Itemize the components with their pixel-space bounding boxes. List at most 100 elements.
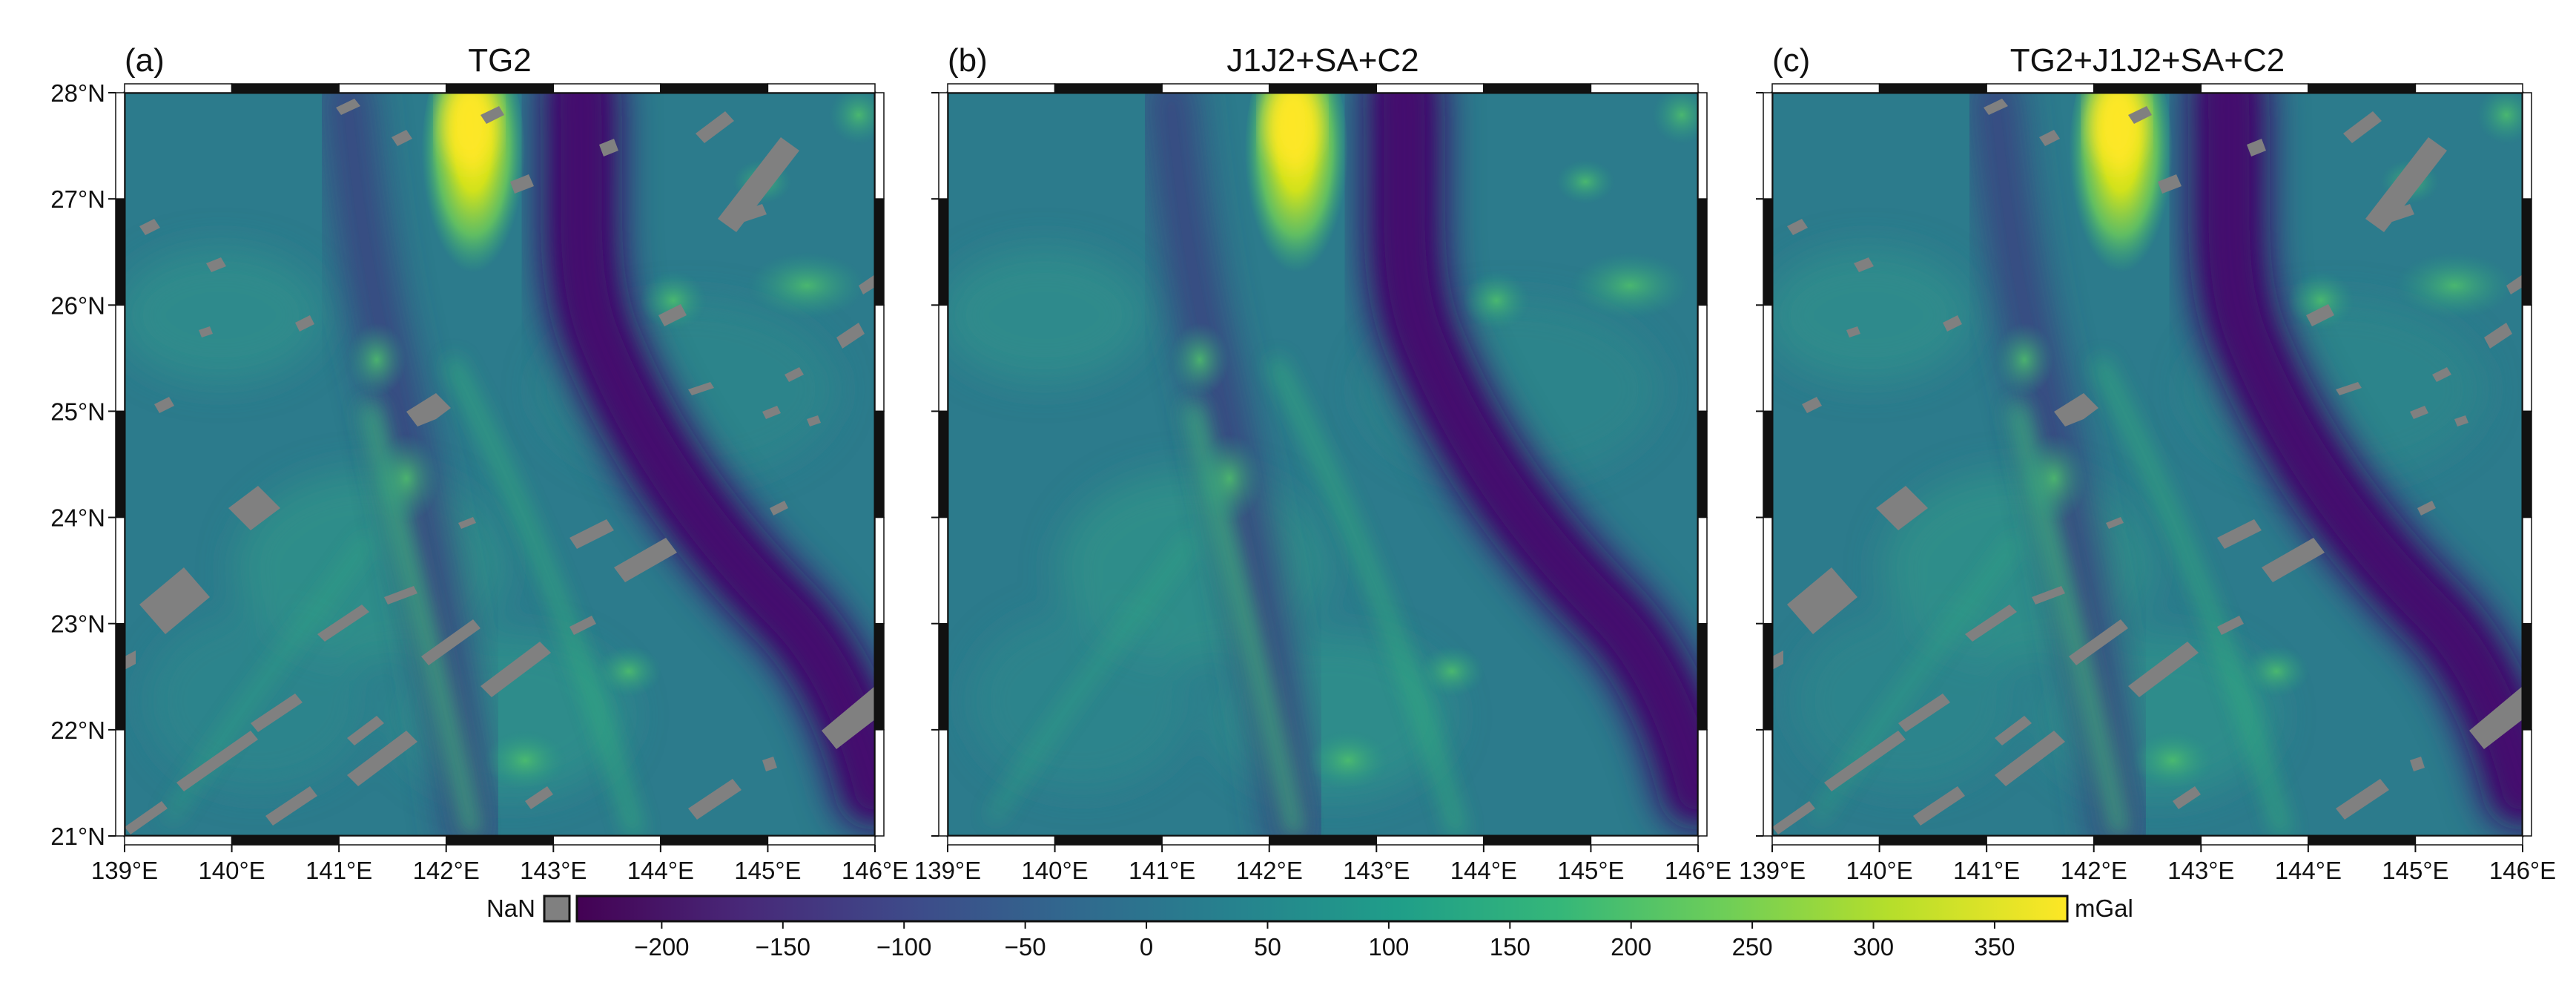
frame-segment bbox=[1697, 622, 1708, 731]
colorbar-tick-label: 50 bbox=[1254, 933, 1281, 961]
lon-tick-label: 140°E bbox=[1021, 857, 1088, 884]
colorbar-tick-label: 0 bbox=[1140, 933, 1153, 961]
frame-segment bbox=[115, 198, 125, 306]
lat-tick-label: 23°N bbox=[50, 610, 105, 638]
frame-segment bbox=[1697, 729, 1708, 837]
lon-tick-label: 142°E bbox=[2061, 857, 2127, 884]
frame-segment bbox=[124, 83, 233, 93]
lat-tick-label: 24°N bbox=[50, 504, 105, 532]
frame-segment bbox=[2522, 92, 2532, 200]
frame-segment bbox=[1697, 516, 1708, 625]
frame-segment bbox=[115, 410, 125, 518]
frame-segment bbox=[2522, 729, 2532, 837]
frame-segment bbox=[1054, 835, 1163, 846]
frame-segment bbox=[2522, 622, 2532, 731]
colorbar-tick-label: 200 bbox=[1611, 933, 1651, 961]
frame-segment bbox=[1986, 83, 2095, 93]
lon-tick-label: 142°E bbox=[1236, 857, 1303, 884]
lon-tick-label: 145°E bbox=[2382, 857, 2448, 884]
lon-tick-label: 143°E bbox=[1343, 857, 1410, 884]
frame-segment bbox=[1763, 304, 1773, 412]
nan-swatch bbox=[543, 895, 571, 923]
frame-segment bbox=[1763, 729, 1773, 837]
lon-tick-label: 140°E bbox=[1846, 857, 1912, 884]
colorbar-tick-label: 100 bbox=[1368, 933, 1409, 961]
frame-segment bbox=[115, 622, 125, 731]
frame-segment bbox=[938, 92, 948, 200]
lat-tick-label: 25°N bbox=[50, 398, 105, 425]
frame-segment bbox=[1771, 835, 1880, 846]
lon-tick-label: 141°E bbox=[1953, 857, 2020, 884]
colorbar-tick-label: 250 bbox=[1732, 933, 1773, 961]
frame-segment bbox=[2414, 83, 2523, 93]
lon-tick-label: 144°E bbox=[627, 857, 694, 884]
frame-segment bbox=[874, 92, 885, 200]
frame-segment bbox=[1763, 410, 1773, 518]
frame-segment bbox=[1054, 83, 1163, 93]
frame-segment bbox=[874, 198, 885, 306]
panel-label-c: (c) bbox=[1772, 42, 1810, 79]
lon-tick-label: 139°E bbox=[914, 857, 981, 884]
frame-segment bbox=[1763, 92, 1773, 200]
lon-tick-label: 142°E bbox=[413, 857, 480, 884]
frame-segment bbox=[552, 835, 661, 846]
frame-segment bbox=[1161, 83, 1270, 93]
frame-segment bbox=[338, 835, 447, 846]
frame-segment bbox=[2522, 410, 2532, 518]
lon-tick-label: 146°E bbox=[1665, 857, 1731, 884]
frame-segment bbox=[874, 729, 885, 837]
frame-segment bbox=[1763, 516, 1773, 625]
frame-segment bbox=[2200, 835, 2309, 846]
colorbar: NaN mGal −200 −150 −100 −50 0 50 100 150 200 250 3… bbox=[486, 895, 2133, 961]
frame-segment bbox=[1878, 835, 1987, 846]
lon-tick-label: 145°E bbox=[1557, 857, 1624, 884]
nan-label: NaN bbox=[486, 895, 535, 922]
colorbar-tick-label: 350 bbox=[1974, 933, 2015, 961]
lon-tick-label: 141°E bbox=[1129, 857, 1195, 884]
frame-segment bbox=[1268, 83, 1378, 93]
frame-segment bbox=[445, 835, 555, 846]
lat-tick-label: 21°N bbox=[50, 823, 105, 850]
frame-segment bbox=[1590, 83, 1699, 93]
panel-title-c: TG2+J1J2+SA+C2 bbox=[2010, 42, 2285, 79]
frame-segment bbox=[115, 304, 125, 412]
frame-segment bbox=[1697, 198, 1708, 306]
frame-segment bbox=[1763, 198, 1773, 306]
panel-title-a: TG2 bbox=[468, 42, 532, 79]
frame-segment bbox=[938, 516, 948, 625]
frame-segment bbox=[1268, 835, 1378, 846]
frame-segment bbox=[1771, 83, 1880, 93]
frame-segment bbox=[1697, 92, 1708, 200]
panel-label-b: (b) bbox=[948, 42, 988, 79]
lat-tick-label: 26°N bbox=[50, 292, 105, 319]
lon-tick-label: 140°E bbox=[198, 857, 265, 884]
frame-segment bbox=[2522, 304, 2532, 412]
lon-tick-label: 144°E bbox=[2275, 857, 2342, 884]
frame-segment bbox=[1697, 410, 1708, 518]
colorbar-tick-label: 300 bbox=[1853, 933, 1894, 961]
frame-segment bbox=[938, 622, 948, 731]
colorbar-unit: mGal bbox=[2075, 895, 2133, 922]
frame-segment bbox=[1161, 835, 1270, 846]
frame-segment bbox=[2308, 83, 2417, 93]
colorbar-ticks: −200 −150 −100 −50 0 50 100 150 200 250 300 350 bbox=[634, 921, 2015, 961]
frame-segment bbox=[1986, 835, 2095, 846]
lon-tick-label: 139°E bbox=[1739, 857, 1806, 884]
frame-segment bbox=[1878, 83, 1987, 93]
panel-label-a: (a) bbox=[125, 42, 165, 79]
frame-segment bbox=[1590, 835, 1699, 846]
colorbar-tick-label: −150 bbox=[756, 933, 810, 961]
frame-segment bbox=[1375, 835, 1484, 846]
lat-tick-label: 27°N bbox=[50, 185, 105, 213]
frame-segment bbox=[767, 83, 876, 93]
frame-segment bbox=[1483, 835, 1592, 846]
lon-tick-label: 144°E bbox=[1450, 857, 1517, 884]
frame-segment bbox=[938, 729, 948, 837]
frame-segment bbox=[660, 83, 769, 93]
frame-segment bbox=[1483, 83, 1592, 93]
map-panel-c bbox=[1771, 91, 2524, 837]
frame-segment bbox=[2522, 516, 2532, 625]
lon-tick-label: 143°E bbox=[520, 857, 587, 884]
map-axes: 139°E 140°E 141°E 142°E 143°E 144°E 145°E 146°E… bbox=[50, 79, 2556, 884]
frame-segment bbox=[938, 198, 948, 306]
